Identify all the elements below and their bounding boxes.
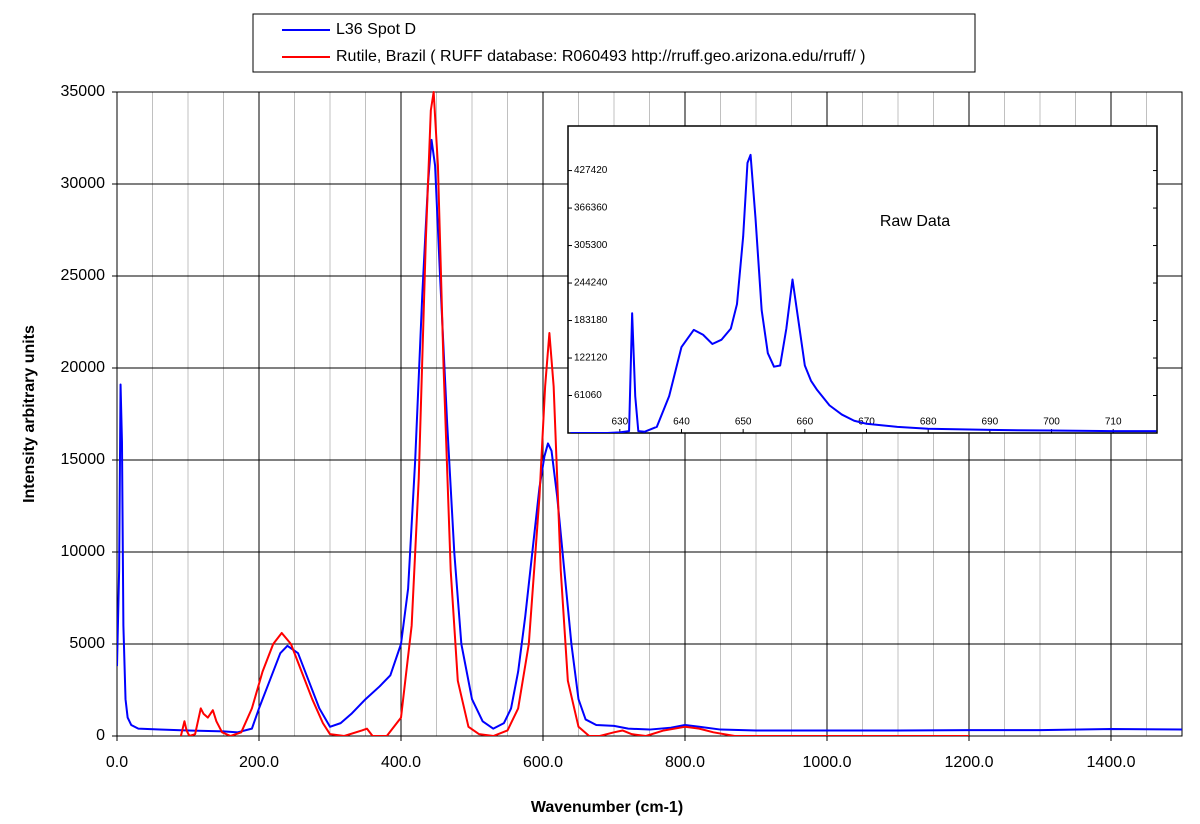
- inset-y-tick-label: 244240: [574, 278, 608, 289]
- y-tick-label: 10000: [61, 543, 106, 560]
- plot-border: [116, 91, 1183, 737]
- inset-y-tick-label: 122120: [574, 353, 608, 364]
- inset-y-tick-label: 61060: [574, 390, 602, 401]
- y-tick-label: 25000: [61, 267, 106, 284]
- y-axis-title: Intensity arbitrary units: [21, 325, 38, 503]
- inset-x-tick-label: 650: [735, 417, 752, 428]
- inset-x-tick-label: 710: [1105, 417, 1122, 428]
- inset-x-tick-label: 660: [796, 417, 813, 428]
- y-tick-label: 30000: [61, 175, 106, 192]
- inset-x-tick-label: 670: [858, 417, 875, 428]
- inset-x-tick-label: 630: [611, 417, 628, 428]
- x-tick-label: 0.0: [106, 754, 128, 771]
- inset-y-tick-label: 366360: [574, 203, 608, 214]
- x-tick-label: 1400.0: [1087, 754, 1136, 771]
- y-tick-label: 15000: [61, 451, 106, 468]
- inset-x-tick-label: 640: [673, 417, 690, 428]
- series-line: [179, 91, 969, 736]
- x-tick-label: 600.0: [523, 754, 563, 771]
- legend-label: Rutile, Brazil ( RUFF database: R060493 …: [336, 48, 865, 65]
- x-tick-label: 200.0: [239, 754, 279, 771]
- inset-x-tick-label: 690: [982, 417, 999, 428]
- y-tick-label: 0: [96, 727, 105, 744]
- y-tick-label: 20000: [61, 359, 106, 376]
- inset-y-tick-label: 305300: [574, 240, 608, 251]
- legend-box: [252, 13, 976, 73]
- inset-y-tick-label: 427420: [574, 165, 608, 176]
- inset-y-tick-label: 183180: [574, 315, 608, 326]
- series-group: [570, 153, 1157, 433]
- inset-x-tick-label: 700: [1043, 417, 1060, 428]
- x-tick-label: 1000.0: [803, 754, 852, 771]
- series-line: [570, 153, 1157, 433]
- x-axis-title: Wavenumber (cm-1): [531, 799, 683, 816]
- x-tick-label: 1200.0: [945, 754, 994, 771]
- x-tick-label: 400.0: [381, 754, 421, 771]
- x-tick-label: 800.0: [665, 754, 705, 771]
- series-group: [117, 91, 1182, 736]
- inset-annotation: Raw Data: [880, 213, 950, 230]
- y-tick-label: 35000: [61, 83, 106, 100]
- inset-x-tick-label: 680: [920, 417, 937, 428]
- legend-label: L36 Spot D: [336, 21, 416, 38]
- y-tick-label: 5000: [69, 635, 105, 652]
- inset-area: [567, 125, 1158, 434]
